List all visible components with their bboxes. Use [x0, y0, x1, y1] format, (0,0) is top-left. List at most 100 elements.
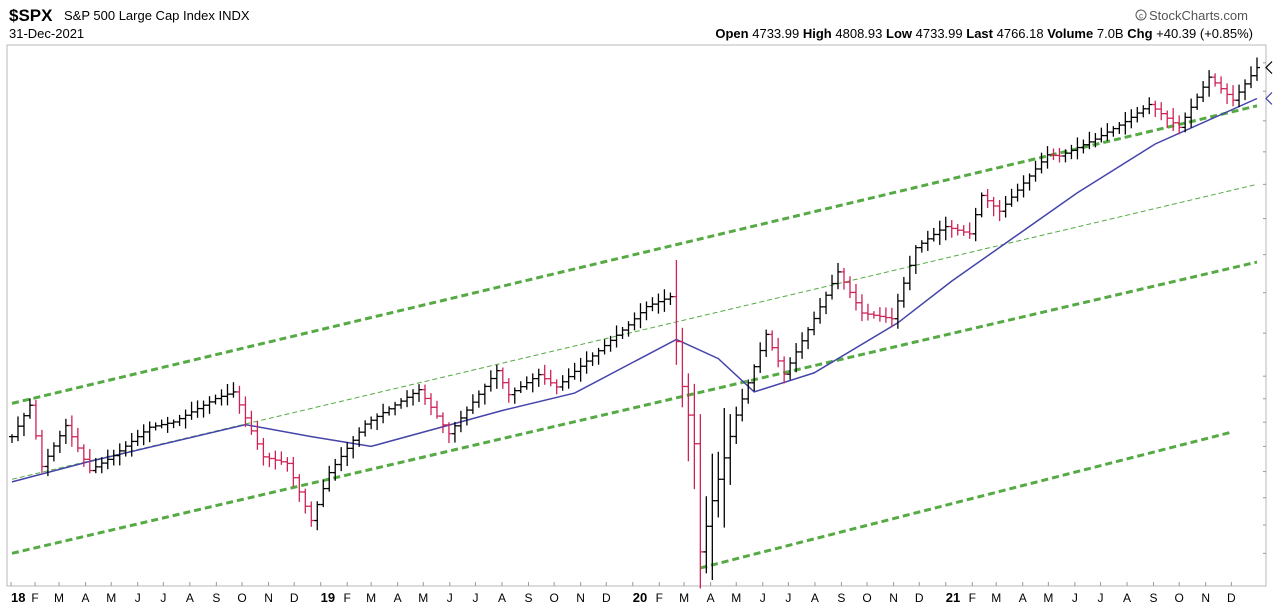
ohlc-bar — [589, 352, 596, 366]
ohlc-bar — [433, 400, 440, 419]
ohlc-bar — [224, 383, 231, 406]
x-tick-label: J — [447, 591, 453, 605]
ohlc-bar — [721, 407, 728, 528]
ohlc-bar — [936, 220, 943, 245]
ohlc-bar — [1224, 83, 1231, 105]
ohlc-bar — [823, 291, 830, 315]
ohlc-bar — [571, 362, 578, 380]
x-tick-label: J — [135, 591, 141, 605]
ohlc-bar — [332, 458, 339, 481]
ohlc-bar — [302, 488, 309, 514]
ohlc-bar — [463, 406, 470, 426]
x-tick-label: D — [290, 591, 299, 605]
ohlc-bar — [1128, 109, 1135, 129]
ohlc-bar — [356, 427, 363, 447]
ohlc-bar — [218, 389, 225, 406]
ohlc-bar — [691, 383, 698, 490]
ohlc-bar — [146, 421, 153, 443]
ohlc-bar — [763, 329, 770, 357]
x-tick-label: F — [969, 591, 976, 605]
ohlc-bar — [116, 443, 123, 466]
ohlc-bar — [637, 303, 644, 329]
ohlc-bar — [1110, 126, 1117, 137]
ohlc-bar — [1248, 66, 1255, 89]
ohlc-bar — [32, 399, 39, 440]
x-tick-label: D — [602, 591, 611, 605]
ohlc-bar — [427, 393, 434, 416]
x-tick-label: F — [344, 591, 351, 605]
x-tick-label: A — [394, 591, 402, 605]
ohlc-bar — [296, 474, 303, 502]
x-tick-label: A — [82, 591, 90, 605]
ohlc-bar — [685, 373, 692, 462]
ohlc-bar — [164, 416, 171, 433]
ohlc-bar — [80, 444, 87, 467]
ohlc-bar — [1080, 139, 1087, 154]
ohlc-bar — [1230, 85, 1237, 107]
ohlc-bar — [1194, 93, 1201, 110]
ohlc-bar — [176, 414, 183, 427]
copyright-icon — [1135, 9, 1147, 21]
ohlc-bar — [972, 207, 979, 242]
x-tick-label: M — [418, 591, 428, 605]
ohlc-bar — [709, 453, 716, 581]
ohlc-bar — [745, 379, 752, 404]
ohlc-bar — [739, 388, 746, 422]
ohlc-bar — [248, 410, 255, 435]
ohlc-bar — [416, 384, 423, 402]
ohlc-bar — [876, 307, 883, 322]
ohlc-bar — [523, 376, 530, 390]
ohlc-bar — [56, 430, 63, 454]
x-tick-label: O — [1175, 591, 1184, 605]
x-tick-label: D — [915, 591, 924, 605]
ohlc-bar — [906, 255, 913, 291]
ohlc-bar — [733, 406, 740, 444]
ohlc-bar — [278, 451, 285, 465]
ohlc-bar — [930, 227, 937, 242]
ohlc-bar — [451, 421, 458, 443]
ohlc-bar — [350, 436, 357, 459]
x-tick-label: 20 — [633, 590, 647, 605]
stats-line: Open 4733.99 High 4808.93 Low 4733.99 La… — [715, 26, 1253, 41]
ohlc-bar — [918, 240, 925, 253]
x-tick-label: J — [785, 591, 791, 605]
ohlc-bar — [392, 401, 399, 416]
ohlc-bar — [613, 325, 620, 348]
ohlc-bar — [583, 351, 590, 374]
ohlc-bar — [751, 364, 758, 392]
ohlc-bar — [68, 415, 75, 447]
ohlc-bar — [1098, 127, 1105, 143]
ohlc-bar — [92, 457, 99, 474]
ohlc-bar — [380, 403, 387, 424]
x-tick-label: J — [472, 591, 478, 605]
watermark: c StockCharts.com — [1135, 8, 1248, 23]
ohlc-bar — [134, 429, 141, 446]
x-tick-label: 19 — [321, 590, 335, 605]
ohlc-bar — [254, 421, 261, 450]
x-tick-label: O — [237, 591, 246, 605]
ohlc-bar — [811, 311, 818, 336]
ohlc-bar — [631, 312, 638, 331]
ohlc-bar — [787, 357, 794, 380]
ohlc-bar — [1104, 123, 1111, 141]
x-tick-label: O — [862, 591, 871, 605]
x-tick-label: A — [811, 591, 819, 605]
x-tick-label: N — [1201, 591, 1210, 605]
ohlc-bar — [1074, 137, 1081, 160]
chart-date: 31-Dec-2021 — [9, 26, 84, 41]
ohlc-bar — [230, 382, 237, 398]
ohlc-bar — [912, 245, 919, 274]
ohlc-bar — [386, 406, 393, 416]
x-tick-label: 21 — [946, 590, 960, 605]
ohlc-bar — [290, 456, 297, 487]
ohlc-bar — [266, 452, 273, 468]
ohlc-bar — [978, 192, 985, 218]
ohlc-bar — [194, 400, 201, 418]
ohlc-bar — [26, 398, 33, 419]
ohlc-bar — [673, 260, 680, 365]
ohlc-bar — [1044, 146, 1051, 169]
ohlc-bar — [505, 378, 512, 403]
moving-average — [11, 97, 1258, 483]
ohlc-bar — [20, 412, 27, 437]
ohlc-bar — [1170, 108, 1177, 132]
